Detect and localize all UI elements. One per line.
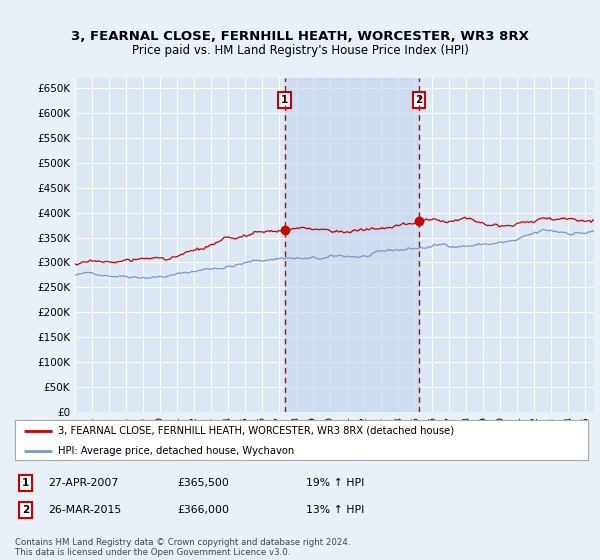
Text: £365,500: £365,500 bbox=[177, 478, 229, 488]
Text: 13% ↑ HPI: 13% ↑ HPI bbox=[306, 505, 364, 515]
Text: Price paid vs. HM Land Registry's House Price Index (HPI): Price paid vs. HM Land Registry's House … bbox=[131, 44, 469, 57]
Text: 27-APR-2007: 27-APR-2007 bbox=[48, 478, 118, 488]
Bar bbox=[284, 78, 419, 412]
Text: 2: 2 bbox=[416, 95, 423, 105]
Text: 19% ↑ HPI: 19% ↑ HPI bbox=[306, 478, 364, 488]
Text: 2: 2 bbox=[22, 505, 29, 515]
Text: £366,000: £366,000 bbox=[177, 505, 229, 515]
Text: 1: 1 bbox=[281, 95, 288, 105]
Text: Contains HM Land Registry data © Crown copyright and database right 2024.
This d: Contains HM Land Registry data © Crown c… bbox=[15, 538, 350, 557]
Text: HPI: Average price, detached house, Wychavon: HPI: Average price, detached house, Wych… bbox=[58, 446, 294, 456]
Text: 26-MAR-2015: 26-MAR-2015 bbox=[48, 505, 121, 515]
Text: 3, FEARNAL CLOSE, FERNHILL HEATH, WORCESTER, WR3 8RX (detached house): 3, FEARNAL CLOSE, FERNHILL HEATH, WORCES… bbox=[58, 426, 454, 436]
Text: 3, FEARNAL CLOSE, FERNHILL HEATH, WORCESTER, WR3 8RX: 3, FEARNAL CLOSE, FERNHILL HEATH, WORCES… bbox=[71, 30, 529, 43]
Text: 1: 1 bbox=[22, 478, 29, 488]
